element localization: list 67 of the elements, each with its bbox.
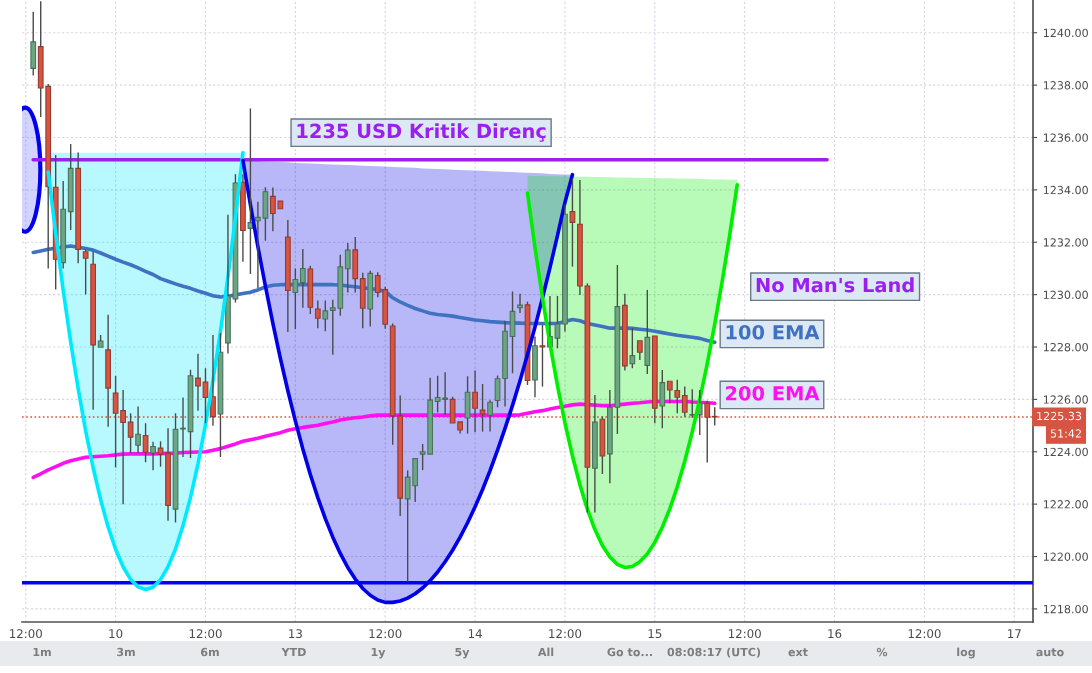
candlestick: [217, 332, 224, 458]
candlestick: [487, 399, 493, 433]
x-tick-label: 15: [648, 629, 662, 639]
text: 3m: [117, 647, 135, 657]
y-tick-label: 1218.00: [1043, 604, 1088, 614]
x-tick-label: 12:00: [728, 629, 761, 639]
y-tick-label: 1232.00: [1043, 238, 1088, 247]
candlestick: [247, 107, 254, 275]
candlestick: [636, 340, 643, 361]
candlestick: [240, 173, 246, 263]
text: %: [876, 647, 888, 657]
text: 51:42: [1050, 429, 1081, 438]
y-tick-label: 1220.00: [1043, 552, 1088, 561]
candlestick: [67, 143, 74, 231]
series-label: 200 EMA: [725, 385, 820, 401]
x-tick-label: 12:00: [189, 629, 222, 639]
candlestick: [195, 353, 201, 412]
x-tick-label: 13: [289, 629, 302, 639]
x-tick-label: 14: [468, 629, 482, 638]
text: 6m: [201, 647, 219, 657]
y-tick-label: 1222.00: [1043, 500, 1088, 509]
candlestick: [90, 250, 97, 411]
y-tick-label: 1226.00: [1043, 395, 1088, 404]
candlestick: [60, 180, 67, 270]
candlestick: [569, 177, 576, 268]
candlestick: [539, 324, 546, 388]
candlestick: [82, 248, 89, 296]
candlestick: [284, 219, 291, 333]
x-tick-label: 12:00: [369, 629, 402, 639]
y-tick-label: 1238.00: [1043, 81, 1088, 90]
candlestick: [517, 293, 523, 314]
y-tick-label: 1236.00: [1043, 133, 1088, 142]
text: All: [537, 647, 554, 657]
x-tick-label: 12:00: [908, 629, 941, 639]
y-tick-label: 1234.00: [1043, 185, 1088, 195]
candlestick: [592, 394, 598, 514]
y-tick-label: 1230.00: [1043, 290, 1088, 300]
x-tick-label: 12:00: [10, 629, 42, 639]
text: YTD: [281, 647, 306, 657]
text: 1m: [33, 647, 51, 657]
candlestick: [621, 293, 628, 372]
x-tick-label: 12:00: [549, 629, 582, 639]
series-label: 1235 USD Kritik Direnç: [297, 123, 546, 142]
text: 5y: [455, 647, 470, 659]
y-tick-label: 1224.00: [1043, 447, 1088, 457]
candlestick: [314, 299, 321, 329]
series-label: 100 EMA: [726, 324, 820, 340]
candlestick: [135, 405, 141, 454]
ref-line-label: 1225.33: [1037, 411, 1082, 421]
x-tick-label: 10: [109, 629, 123, 639]
text: Go to...: [607, 647, 652, 657]
text: log: [957, 647, 975, 659]
candlestick: [299, 248, 306, 309]
text: auto: [1036, 648, 1064, 657]
text: 1y: [371, 647, 386, 659]
text: ext: [788, 648, 808, 657]
text: 08:08:17 (UTC): [667, 647, 761, 658]
candlestick: [75, 151, 82, 264]
y-tick-label: 1240.00: [1043, 28, 1088, 38]
candlestick: [150, 441, 156, 472]
x-tick-label: 17: [1008, 629, 1021, 638]
annotation: No Man's Land: [756, 277, 914, 293]
candlestick: [532, 335, 538, 398]
candlestick: [180, 396, 186, 458]
x-tick-label: 16: [828, 629, 842, 639]
candlestick: [562, 204, 568, 333]
y-tick-label: 1228.00: [1043, 342, 1088, 352]
